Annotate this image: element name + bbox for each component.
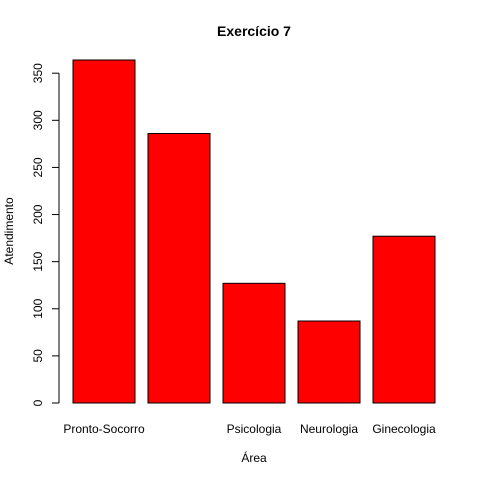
y-tick-label-350: 350 (31, 63, 45, 83)
y-axis-label: Atendimento (2, 197, 16, 265)
bar-5 (372, 235, 436, 404)
x-axis-label: Área (241, 450, 267, 465)
y-tick-label-250: 250 (31, 157, 45, 177)
y-tick-label-0: 0 (31, 399, 45, 406)
y-tick-label-100: 100 (31, 298, 45, 318)
bars (72, 59, 436, 404)
y-tick-label-200: 200 (31, 204, 45, 224)
bar-1 (72, 59, 136, 404)
x-tick-label-4: Neurologia (300, 422, 358, 436)
x-tick-label-5: Ginecologia (372, 422, 436, 436)
bar-2 (147, 133, 211, 404)
x-tick-label-1: Pronto-Socorro (63, 422, 145, 436)
x-tick-labels: Pronto-Socorro Psicologia Neurologia Gineco… (63, 422, 436, 436)
chart-title: Exercício 7 (217, 23, 291, 39)
y-tick-label-150: 150 (31, 251, 45, 271)
bar-3 (222, 282, 286, 404)
x-tick-label-3: Psicologia (227, 422, 282, 436)
y-tick-label-50: 50 (31, 349, 45, 363)
y-tick-label-300: 300 (31, 110, 45, 130)
bar-4 (297, 320, 361, 404)
y-axis: 0 50 100 150 200 250 300 350 (31, 63, 60, 406)
